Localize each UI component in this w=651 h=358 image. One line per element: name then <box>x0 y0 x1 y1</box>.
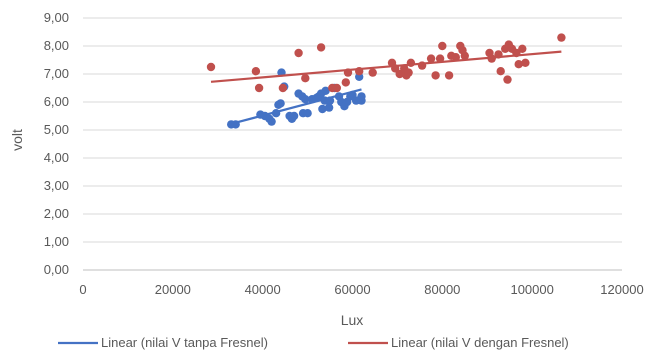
x-tick-label: 0 <box>79 282 86 297</box>
data-points <box>206 33 566 129</box>
data-point <box>435 54 445 63</box>
data-point <box>278 83 288 93</box>
data-point <box>341 78 350 87</box>
y-tick-label: 7,00 <box>44 66 69 81</box>
x-tick-label: 80000 <box>424 282 460 297</box>
x-tick-label: 20000 <box>155 282 191 297</box>
trendline <box>210 50 562 83</box>
data-point <box>332 83 341 93</box>
y-tick-label: 2,00 <box>44 206 69 221</box>
data-point <box>294 48 303 58</box>
data-point <box>303 109 312 118</box>
y-tick-label: 6,00 <box>44 94 69 109</box>
data-point <box>289 111 299 121</box>
data-point <box>444 71 454 80</box>
data-point <box>514 59 523 69</box>
data-point <box>431 71 440 80</box>
data-point <box>316 43 326 52</box>
data-point <box>557 33 566 42</box>
data-point <box>395 69 404 79</box>
x-tick-label: 120000 <box>600 282 643 297</box>
x-tick-label: 60000 <box>334 282 370 297</box>
gridlines <box>83 17 622 243</box>
data-point <box>276 99 285 108</box>
y-tick-label: 4,00 <box>44 150 69 165</box>
data-point <box>206 62 216 72</box>
legend: Linear (nilai V tanpa Fresnel) Linear (ni… <box>58 335 569 350</box>
y-tick-label: 9,00 <box>44 10 69 25</box>
y-tick-labels: 0,00 1,00 2,00 3,00 4,00 5,00 6,00 7,00 8,00 9,00 <box>44 10 69 277</box>
data-point <box>318 104 327 114</box>
data-point <box>496 67 505 76</box>
data-point <box>451 53 460 62</box>
y-tick-label: 0,00 <box>44 262 69 277</box>
y-axis-title: volt <box>9 129 25 151</box>
data-point <box>368 68 377 77</box>
x-axis-title: Lux <box>341 312 364 328</box>
data-point <box>521 58 530 67</box>
data-point <box>251 67 261 76</box>
data-point <box>357 96 366 105</box>
trendlines <box>210 50 562 125</box>
data-point <box>324 103 334 112</box>
legend-label: Linear (nilai V dengan Fresnel) <box>391 335 569 350</box>
legend-label: Linear (nilai V tanpa Fresnel) <box>101 335 268 350</box>
data-point <box>254 83 264 93</box>
y-tick-label: 8,00 <box>44 38 69 53</box>
data-point <box>438 41 447 51</box>
data-point <box>404 68 413 77</box>
y-tick-label: 1,00 <box>44 234 69 249</box>
y-tick-label: 3,00 <box>44 178 69 193</box>
data-point <box>267 117 276 126</box>
data-point <box>460 51 469 60</box>
trendline <box>230 88 362 125</box>
data-point <box>518 44 527 53</box>
x-tick-label: 40000 <box>245 282 281 297</box>
data-point <box>301 74 310 83</box>
data-point <box>321 86 330 96</box>
y-tick-label: 5,00 <box>44 122 69 137</box>
x-tick-label: 100000 <box>510 282 553 297</box>
data-point <box>426 54 436 63</box>
data-point <box>301 95 310 104</box>
data-point <box>503 75 512 84</box>
x-tick-labels: 0 20000 40000 60000 80000 100000 120000 <box>79 282 643 297</box>
